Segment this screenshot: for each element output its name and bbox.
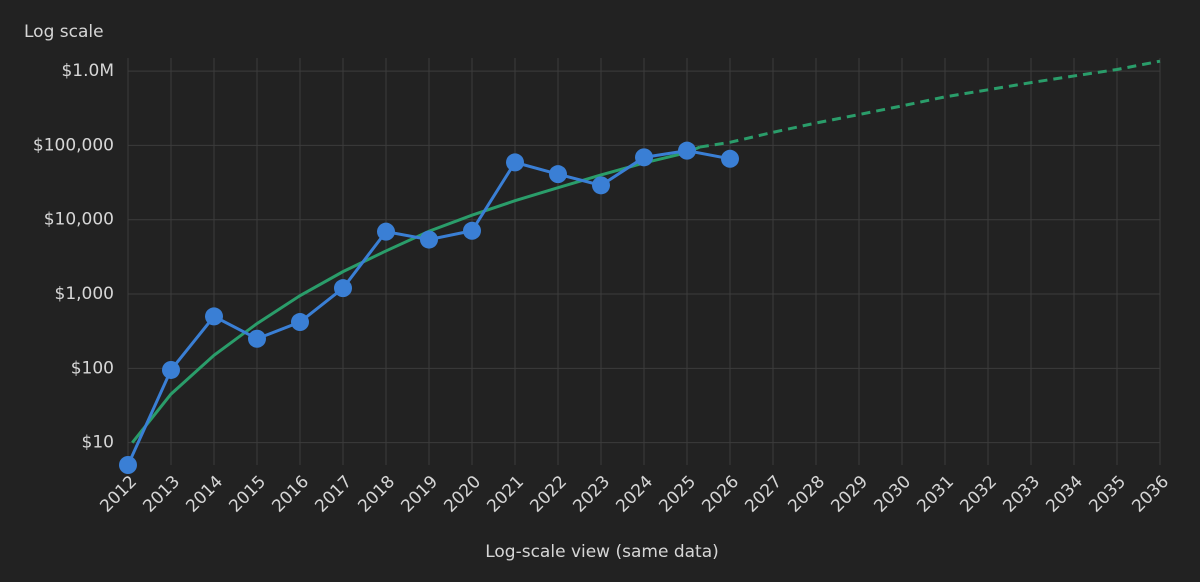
- x-tick-label: 2018: [354, 472, 399, 517]
- y-tick-label: $1,000: [55, 284, 114, 304]
- x-tick-label: 2032: [956, 472, 1001, 517]
- y-tick-label: $10: [82, 433, 114, 453]
- data-point: [506, 153, 524, 172]
- x-tick-label: 2022: [526, 472, 571, 517]
- x-tick-label: 2036: [1128, 472, 1173, 517]
- x-tick-label: 2031: [913, 472, 958, 517]
- x-tick-label: 2015: [225, 472, 270, 517]
- data-point: [420, 230, 438, 249]
- x-tick-label: 2013: [139, 472, 184, 517]
- data-point: [248, 329, 266, 348]
- x-tick-label: 2026: [698, 472, 743, 517]
- x-tick-label: 2024: [612, 472, 657, 517]
- x-tick-label: 2034: [1042, 472, 1087, 517]
- x-tick-label: 2019: [397, 472, 442, 517]
- data-point: [119, 456, 137, 474]
- chart-title: Log scale: [24, 22, 104, 42]
- data-line: [699, 59, 1161, 149]
- x-tick-label: 2017: [311, 472, 356, 517]
- data-point: [635, 148, 653, 167]
- x-tick-label: 2029: [827, 472, 872, 517]
- data-point: [549, 165, 567, 184]
- x-tick-label: 2033: [999, 472, 1044, 517]
- data-line: [131, 145, 701, 444]
- x-tick-label: 2028: [784, 472, 829, 517]
- x-tick-label: 2020: [440, 472, 485, 517]
- y-tick-label: $1.0M: [61, 61, 114, 81]
- x-tick-label: 2027: [741, 472, 786, 517]
- x-axis-label: Log-scale view (same data): [485, 542, 719, 562]
- data-point: [721, 149, 739, 168]
- y-tick-label: $100,000: [33, 135, 114, 155]
- data-point: [334, 279, 352, 298]
- data-point: [592, 176, 610, 195]
- x-tick-label: 2016: [268, 472, 313, 517]
- y-tick-label: $10,000: [44, 210, 114, 230]
- data-point: [678, 141, 696, 160]
- x-tick-label: 2035: [1085, 472, 1130, 517]
- x-tick-label: 2021: [483, 472, 528, 517]
- data-point: [291, 313, 309, 332]
- x-tick-label: 2012: [96, 472, 141, 517]
- x-tick-label: 2023: [569, 472, 614, 517]
- y-tick-label: $100: [71, 358, 114, 378]
- data-point: [162, 360, 180, 379]
- data-point: [377, 222, 395, 241]
- x-tick-label: 2030: [870, 472, 915, 517]
- x-tick-label: 2014: [182, 472, 227, 517]
- x-tick-label: 2025: [655, 472, 700, 517]
- data-point: [205, 307, 223, 326]
- data-point: [463, 221, 481, 240]
